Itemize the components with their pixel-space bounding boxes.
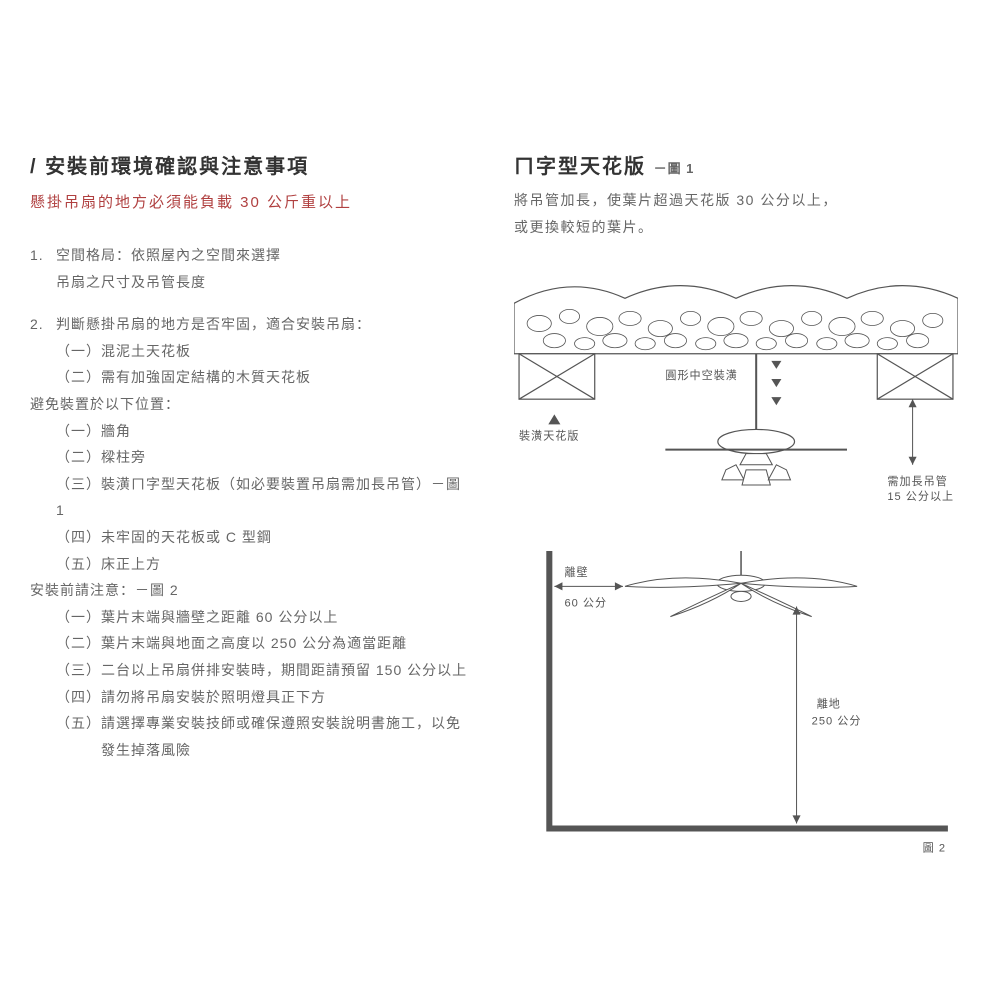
fig2-label: 圖 2 bbox=[923, 841, 946, 854]
item2-b5: （五）床正上方 bbox=[56, 551, 474, 578]
item2-pre: 安裝前請注意：－圖 2 bbox=[30, 577, 474, 604]
item2-b3: （三）裝潢ㄇ字型天花板（如必要裝置吊扇需加長吊管）－圖 1 bbox=[56, 471, 474, 524]
floor-label-1: 離地 bbox=[817, 696, 841, 710]
item2-intro: 判斷懸掛吊扇的地方是否牢固，適合安裝吊扇： bbox=[56, 311, 474, 338]
left-column: / 安裝前環境確認與注意事項 懸掛吊扇的地方必須能負載 30 公斤重以上 空間格… bbox=[30, 150, 474, 863]
left-title: / 安裝前環境確認與注意事項 bbox=[30, 150, 474, 179]
figure-2: 離壁 60 公分 離地 250 公分 圖 2 bbox=[514, 551, 958, 864]
rod-label-1: 需加長吊管 bbox=[887, 474, 947, 488]
list-item-1: 空間格局：依照屋內之空間來選擇 吊扇之尺寸及吊管長度 bbox=[30, 242, 474, 295]
item2-c1: （一）葉片末端與牆壁之距離 60 公分以上 bbox=[56, 604, 474, 631]
item2-c3: （三）二台以上吊扇併排安裝時，期間距請預留 150 公分以上 bbox=[56, 657, 474, 684]
figure-1: 圓形中空裝潢 裝潢天花版 需加長吊管 15 公分以上 bbox=[514, 268, 958, 540]
left-title-text: 安裝前環境確認與注意事項 bbox=[45, 156, 309, 178]
instruction-list: 空間格局：依照屋內之空間來選擇 吊扇之尺寸及吊管長度 判斷懸掛吊扇的地方是否牢固… bbox=[30, 242, 474, 763]
item1-line2: 吊扇之尺寸及吊管長度 bbox=[56, 269, 474, 296]
desc-line2: 或更換較短的葉片。 bbox=[514, 219, 654, 235]
desc-line1: 將吊管加長，使葉片超過天花版 30 公分以上， bbox=[514, 192, 838, 208]
item1-line1: 空間格局：依照屋內之空間來選擇 bbox=[56, 242, 474, 269]
item2-a2: （二）需有加強固定結構的木質天花板 bbox=[56, 364, 474, 391]
item2-a1: （一）混泥土天花板 bbox=[56, 338, 474, 365]
right-title: ㄇ字型天花版 －圖 1 bbox=[514, 150, 958, 179]
item2-b1: （一）牆角 bbox=[56, 418, 474, 445]
item2-b4: （四）未牢固的天花板或 C 型鋼 bbox=[56, 524, 474, 551]
item2-b2: （二）樑柱旁 bbox=[56, 444, 474, 471]
right-description: 將吊管加長，使葉片超過天花版 30 公分以上， 或更換較短的葉片。 bbox=[514, 187, 958, 240]
wall-label-1: 離壁 bbox=[564, 565, 588, 579]
item2-c2: （二）葉片末端與地面之高度以 250 公分為適當距離 bbox=[56, 630, 474, 657]
rod-label-2: 15 公分以上 bbox=[887, 490, 954, 503]
wall-label-2: 60 公分 bbox=[564, 596, 607, 609]
ceiling-label: 裝潢天花版 bbox=[519, 429, 579, 443]
item2-c5a: （五）請選擇專業安裝技師或確保遵照安裝說明書施工，以免 bbox=[56, 710, 474, 737]
title-slash: / bbox=[30, 156, 45, 178]
item2-c5b: 發生掉落風險 bbox=[56, 737, 474, 764]
right-column: ㄇ字型天花版 －圖 1 將吊管加長，使葉片超過天花版 30 公分以上， 或更換較… bbox=[514, 150, 958, 863]
floor-label-2: 250 公分 bbox=[812, 714, 862, 727]
item2-avoid: 避免裝置於以下位置： bbox=[30, 391, 474, 418]
warning-text: 懸掛吊扇的地方必須能負載 30 公斤重以上 bbox=[30, 191, 474, 212]
right-title-text: ㄇ字型天花版 bbox=[514, 156, 646, 178]
hollow-label: 圓形中空裝潢 bbox=[665, 368, 738, 382]
list-item-2: 判斷懸掛吊扇的地方是否牢固，適合安裝吊扇： （一）混泥土天花板 （二）需有加強固… bbox=[30, 311, 474, 763]
fig1-ref: －圖 1 bbox=[654, 161, 695, 176]
item2-c4: （四）請勿將吊扇安裝於照明燈具正下方 bbox=[56, 684, 474, 711]
